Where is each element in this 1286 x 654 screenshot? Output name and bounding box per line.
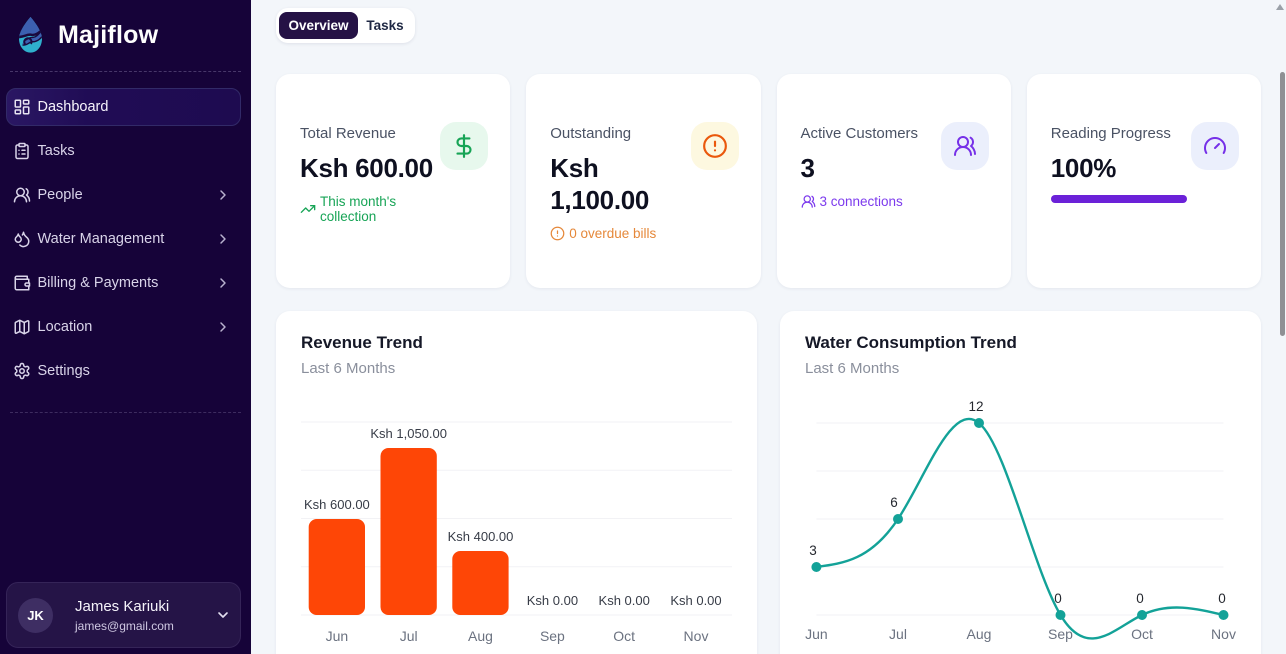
svg-text:Jun: Jun <box>326 628 349 644</box>
svg-text:0: 0 <box>1136 591 1144 606</box>
svg-text:Oct: Oct <box>1131 626 1153 642</box>
svg-text:Nov: Nov <box>1211 626 1236 642</box>
svg-text:Aug: Aug <box>967 626 992 642</box>
svg-text:Sep: Sep <box>1048 626 1073 642</box>
svg-text:Ksh 400.00: Ksh 400.00 <box>448 529 514 544</box>
svg-text:Ksh 0.00: Ksh 0.00 <box>599 593 650 608</box>
svg-text:12: 12 <box>968 399 983 414</box>
svg-text:6: 6 <box>890 495 898 510</box>
svg-text:Jun: Jun <box>805 626 828 642</box>
svg-text:Sep: Sep <box>540 628 565 644</box>
svg-text:Nov: Nov <box>684 628 709 644</box>
svg-text:Ksh 600.00: Ksh 600.00 <box>304 497 370 512</box>
svg-text:3: 3 <box>809 543 817 558</box>
svg-text:Jul: Jul <box>889 626 907 642</box>
svg-text:Aug: Aug <box>468 628 493 644</box>
svg-text:Oct: Oct <box>613 628 635 644</box>
svg-text:0: 0 <box>1218 591 1226 606</box>
svg-text:Ksh 1,050.00: Ksh 1,050.00 <box>370 426 447 441</box>
svg-text:Ksh 0.00: Ksh 0.00 <box>527 593 578 608</box>
svg-text:Ksh 0.00: Ksh 0.00 <box>670 593 721 608</box>
svg-text:Jul: Jul <box>400 628 418 644</box>
svg-text:0: 0 <box>1054 591 1062 606</box>
